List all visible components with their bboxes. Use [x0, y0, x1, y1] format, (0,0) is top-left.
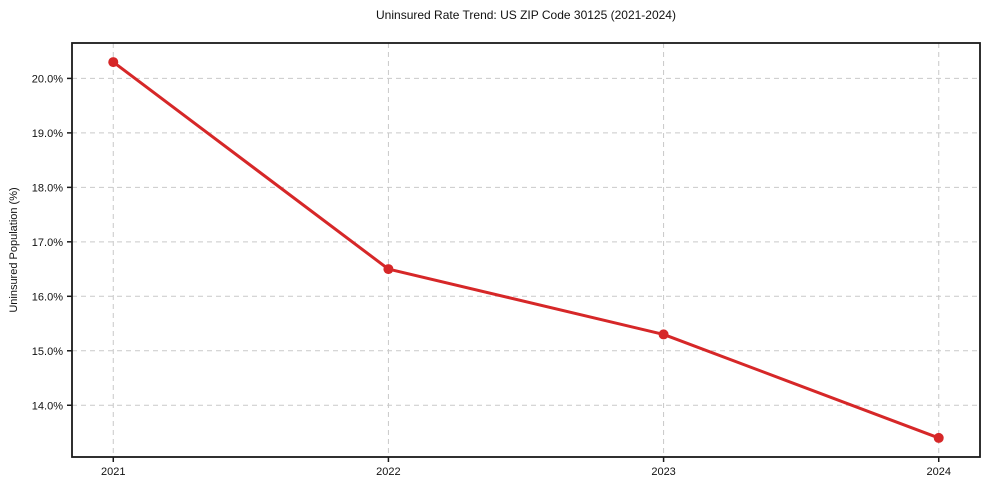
- chart-title: Uninsured Rate Trend: US ZIP Code 30125 …: [376, 8, 676, 22]
- x-tick-label: 2023: [651, 466, 675, 478]
- y-tick-label: 18.0%: [32, 182, 63, 194]
- x-tick-label: 2024: [926, 466, 950, 478]
- y-tick-label: 20.0%: [32, 73, 63, 85]
- data-point-2022: [383, 264, 394, 275]
- y-tick-label: 19.0%: [32, 128, 63, 140]
- y-tick-label: 17.0%: [32, 237, 63, 249]
- plot-border: [71, 42, 981, 458]
- y-tick-label: 16.0%: [32, 291, 63, 303]
- x-tick-label: 2022: [376, 466, 400, 478]
- trend-line: [111, 60, 941, 440]
- data-point-2023: [658, 329, 669, 340]
- x-tick-label: 2021: [101, 466, 125, 478]
- data-point-2021: [108, 57, 119, 68]
- y-tick-label: 15.0%: [32, 346, 63, 358]
- y-tick-label: 14.0%: [32, 400, 63, 412]
- data-point-2024: [933, 432, 944, 443]
